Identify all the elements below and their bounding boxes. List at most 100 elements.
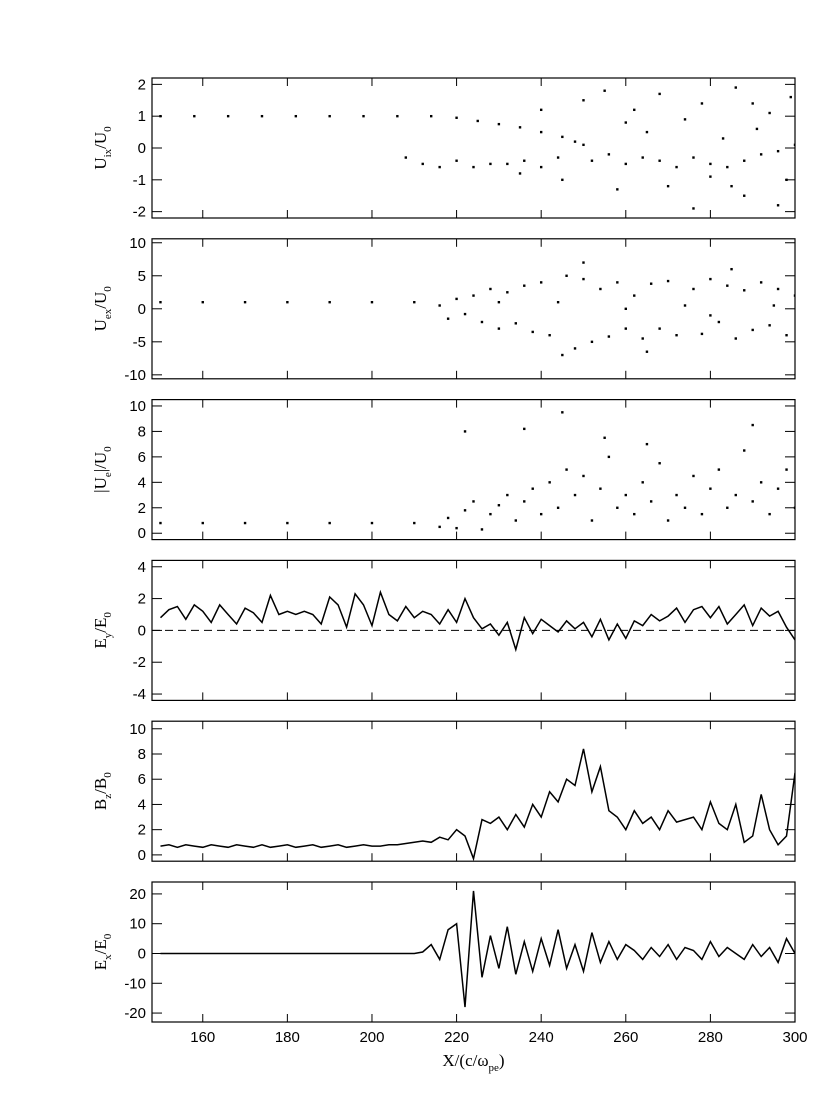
point: [658, 92, 661, 96]
point: [675, 493, 678, 497]
point: [561, 411, 564, 414]
point: [726, 165, 729, 169]
point: [396, 114, 399, 118]
y-tick-label: 4: [138, 559, 146, 576]
label-text: U: [91, 319, 110, 331]
point: [743, 159, 746, 162]
label-subscript: 0: [102, 612, 114, 618]
label-subscript: y: [102, 632, 114, 638]
label-text: /E: [91, 618, 110, 633]
label-subscript: x: [102, 954, 114, 960]
point: [751, 102, 754, 105]
point: [658, 327, 661, 330]
point: [683, 118, 687, 121]
point: [603, 89, 606, 92]
point: [328, 300, 331, 304]
label-subscript: ex: [102, 308, 114, 319]
point: [226, 114, 230, 118]
point: [776, 487, 780, 490]
point: [497, 300, 501, 304]
y-tick-label: 2: [138, 76, 146, 93]
point: [438, 304, 441, 307]
y-tick-label: -2: [133, 204, 146, 221]
plot-frame: [151, 720, 796, 862]
point: [159, 114, 162, 118]
y-tick-label: 20: [129, 886, 146, 903]
y-tick-label: -10: [124, 367, 146, 384]
point: [751, 328, 754, 332]
point: [573, 347, 577, 350]
point: [607, 153, 611, 156]
point: [463, 509, 467, 512]
plot-frame: [151, 77, 796, 219]
y-axis-label: Uix/U0: [91, 126, 114, 170]
point: [645, 350, 649, 353]
y-tick-label: 10: [129, 235, 146, 252]
point: [641, 156, 644, 159]
point: [717, 468, 721, 471]
plot-frame: [151, 238, 796, 380]
y-axis-label: Uex/U0: [91, 286, 114, 332]
point: [518, 172, 522, 175]
point: [438, 525, 441, 529]
point: [603, 436, 606, 439]
point: [455, 116, 458, 119]
line: [160, 890, 795, 1008]
point: [658, 462, 661, 465]
point: [497, 122, 501, 126]
point: [556, 300, 560, 304]
point: [624, 327, 627, 330]
y-tick-label: -1: [133, 172, 146, 189]
label-subscript: 0: [102, 446, 114, 452]
point: [561, 178, 564, 182]
point: [413, 300, 416, 304]
point: [645, 442, 649, 446]
point: [793, 143, 795, 147]
point: [565, 274, 568, 277]
point: [616, 188, 619, 191]
y-tick-label: 2: [138, 500, 146, 517]
point: [726, 284, 729, 287]
point: [645, 130, 649, 134]
point: [658, 159, 661, 162]
label-text: X/(c/ω: [442, 1051, 488, 1070]
point: [548, 334, 551, 337]
point: [404, 156, 408, 159]
point: [683, 506, 687, 509]
point: [590, 340, 594, 344]
point: [776, 204, 780, 207]
y-axis-label: Bz/B0: [91, 772, 114, 810]
point: [709, 175, 712, 178]
y-tick-label: 2: [138, 591, 146, 608]
point: [472, 500, 475, 503]
point: [472, 294, 475, 297]
point: [793, 506, 795, 509]
label-text: /U: [91, 292, 110, 309]
point: [243, 521, 247, 525]
point: [709, 314, 712, 317]
point: [497, 504, 501, 507]
point: [362, 114, 365, 118]
point: [633, 108, 636, 112]
point: [438, 165, 441, 169]
point: [476, 119, 479, 123]
y-tick-label: 0: [138, 525, 146, 542]
point: [531, 487, 534, 490]
x-tick-label: 260: [613, 1029, 638, 1046]
point: [328, 114, 331, 118]
label-text: |/U: [91, 452, 110, 472]
x-tick-label: 160: [190, 1029, 215, 1046]
point: [734, 337, 737, 340]
y-tick-label: -2: [133, 654, 146, 671]
point: [734, 493, 737, 497]
plot-frame: [151, 399, 796, 541]
y-tick-label: 0: [138, 301, 146, 318]
x-axis-label: X/(c/ωpe): [442, 1051, 504, 1074]
point: [506, 493, 509, 497]
point: [768, 324, 771, 327]
line: [160, 748, 795, 862]
point: [666, 519, 670, 522]
point: [624, 121, 627, 124]
